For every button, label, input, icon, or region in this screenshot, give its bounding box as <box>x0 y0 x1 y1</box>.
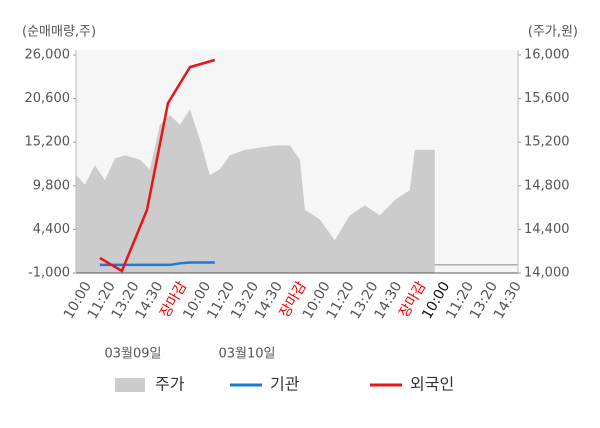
date-label: 03월10일 <box>218 347 275 362</box>
y-tick-label: -1,000 <box>28 266 70 281</box>
y-tick-label: 20,600 <box>25 91 71 106</box>
y-tick-label: 4,400 <box>33 222 70 237</box>
y2-axis-label: (주가,원) <box>528 25 578 40</box>
legend-label: 기관 <box>270 375 300 394</box>
y-tick-label: 26,000 <box>25 48 71 63</box>
legend-label: 주가 <box>155 375 185 394</box>
legend-label: 외국인 <box>410 375 454 394</box>
y2-tick-label: 15,600 <box>524 91 570 106</box>
series-line <box>99 261 215 267</box>
price-area <box>76 109 435 273</box>
y2-tick-label: 14,000 <box>524 266 570 281</box>
y-tick-label: 15,200 <box>25 135 71 150</box>
y-tick-label: 9,800 <box>33 178 70 193</box>
y2-tick-label: 14,800 <box>524 178 570 193</box>
date-label: 03월09일 <box>104 347 161 362</box>
series-line <box>99 58 216 273</box>
y-axis-label: (순매매량,주) <box>22 25 96 40</box>
legend-swatch <box>115 378 145 392</box>
y2-tick-label: 16,000 <box>524 48 570 63</box>
y2-tick-label: 14,400 <box>524 222 570 237</box>
y2-tick-label: 15,200 <box>524 135 570 150</box>
